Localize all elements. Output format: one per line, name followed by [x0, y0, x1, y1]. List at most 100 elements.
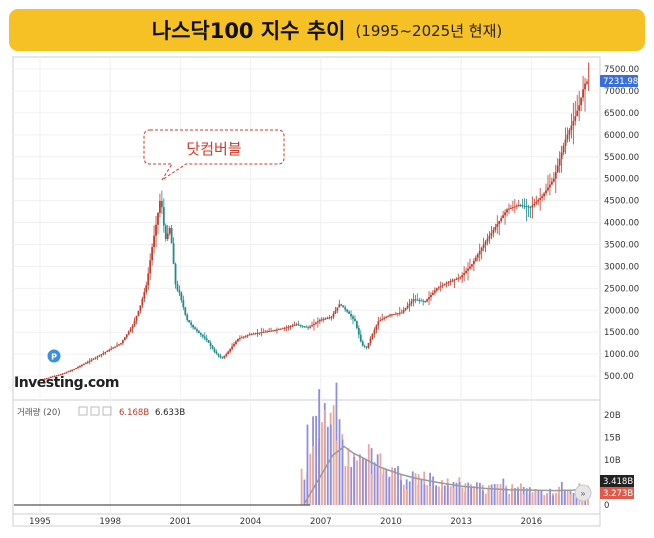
- price-tick-label: 3000.00: [604, 262, 639, 272]
- candle-body: [194, 327, 196, 330]
- candle-body: [174, 263, 177, 285]
- candle-body: [92, 358, 95, 360]
- candle-body: [114, 346, 116, 348]
- volume-bar: [441, 480, 443, 505]
- candle-body: [418, 300, 421, 302]
- candle-body: [369, 338, 372, 343]
- candle-body: [348, 311, 350, 314]
- volume-bar: [385, 468, 388, 505]
- price-tick-label: 500.00: [604, 372, 634, 382]
- candle-body: [533, 203, 536, 206]
- volume-legend-value-1: 6.168B: [119, 408, 149, 418]
- volume-bar: [379, 453, 382, 505]
- volume-bar: [438, 486, 440, 505]
- legend-settings-icon[interactable]: [78, 406, 88, 416]
- candle-body: [535, 201, 538, 204]
- candle-body: [47, 377, 50, 379]
- candle-body: [371, 334, 374, 339]
- candle-body: [313, 323, 315, 326]
- volume-tick-label: 20B: [604, 411, 621, 421]
- candle-body: [143, 292, 146, 299]
- volume-bar: [365, 459, 367, 505]
- volume-bar: [572, 493, 575, 505]
- time-tick-label: 2004: [240, 517, 262, 527]
- candle-body: [190, 322, 193, 325]
- chart-subtitle: (1995~2025년 현재): [355, 21, 503, 40]
- candle-body: [57, 374, 60, 376]
- candle-body: [102, 353, 105, 355]
- candle-body: [330, 316, 333, 318]
- candle-body: [73, 369, 76, 371]
- candle-body: [121, 340, 124, 344]
- legend-close-icon[interactable]: [102, 406, 112, 416]
- candle-body: [180, 292, 183, 301]
- time-tick-label: 2013: [450, 517, 472, 527]
- volume-bar: [558, 486, 560, 505]
- candle-body: [488, 235, 491, 239]
- price-tick-label: 6500.00: [604, 109, 639, 119]
- candle-body: [160, 200, 163, 208]
- volume-bar: [476, 489, 479, 505]
- scroll-right-button[interactable]: »: [574, 484, 592, 502]
- volume-bar: [394, 472, 397, 505]
- candle-body: [554, 172, 557, 179]
- candle-body: [316, 321, 319, 323]
- candle-body: [412, 299, 415, 302]
- volume-bar: [388, 476, 391, 505]
- candle-body: [81, 364, 83, 366]
- candle-body: [549, 184, 551, 188]
- candle-body: [459, 277, 462, 279]
- price-tick-label: 7000.00: [604, 87, 639, 97]
- candle-body: [209, 342, 212, 346]
- candle-body: [437, 287, 440, 289]
- candle-body: [398, 312, 401, 314]
- candle-body: [252, 333, 255, 335]
- candle-body: [123, 337, 126, 341]
- candle-body: [566, 134, 569, 140]
- candle-body: [162, 207, 165, 226]
- legend-hide-icon[interactable]: [90, 406, 100, 416]
- volume-tick-label: 0: [604, 501, 609, 511]
- candle-body: [519, 205, 522, 207]
- volume-bar: [370, 474, 373, 505]
- volume-bar: [373, 462, 376, 505]
- candle-body: [201, 334, 204, 337]
- volume-bar: [435, 485, 438, 505]
- candle-body: [320, 319, 323, 321]
- candle-body: [346, 309, 349, 312]
- volume-bar: [414, 473, 417, 505]
- candle-body: [453, 279, 456, 281]
- candle-body: [424, 301, 427, 303]
- candle-body: [508, 208, 510, 210]
- volume-bar: [519, 483, 522, 505]
- volume-bar: [549, 488, 552, 505]
- candle-body: [88, 360, 91, 362]
- candle-body: [112, 347, 115, 349]
- candle-body: [125, 334, 128, 338]
- volume-bar: [426, 485, 429, 505]
- candle-body: [116, 345, 118, 347]
- candle-body: [100, 354, 103, 356]
- candle-body: [211, 345, 214, 349]
- volume-legend: 거래량 (20) 6.168B 6.633B: [17, 406, 185, 418]
- volume-bar: [329, 424, 332, 505]
- volume-bar: [534, 488, 537, 505]
- candle-body: [350, 313, 352, 317]
- candle-body: [264, 331, 267, 333]
- candle-body: [98, 355, 101, 357]
- candle-body: [363, 345, 366, 347]
- candle-body: [139, 305, 142, 312]
- candle-body: [166, 233, 169, 240]
- time-tick-label: 2010: [380, 517, 402, 527]
- candle-body: [328, 317, 331, 319]
- candle-body: [574, 116, 577, 121]
- volume-bar: [458, 481, 461, 505]
- candle-body: [383, 317, 386, 320]
- volume-last-label-1: 3.418B: [603, 477, 633, 487]
- candle-body: [108, 349, 111, 351]
- candle-body: [77, 367, 79, 369]
- candle-body: [492, 229, 495, 233]
- p-badge-label: P: [51, 353, 57, 362]
- dotcom-callout: 닷컴버블: [143, 129, 285, 181]
- candle-body: [242, 336, 245, 338]
